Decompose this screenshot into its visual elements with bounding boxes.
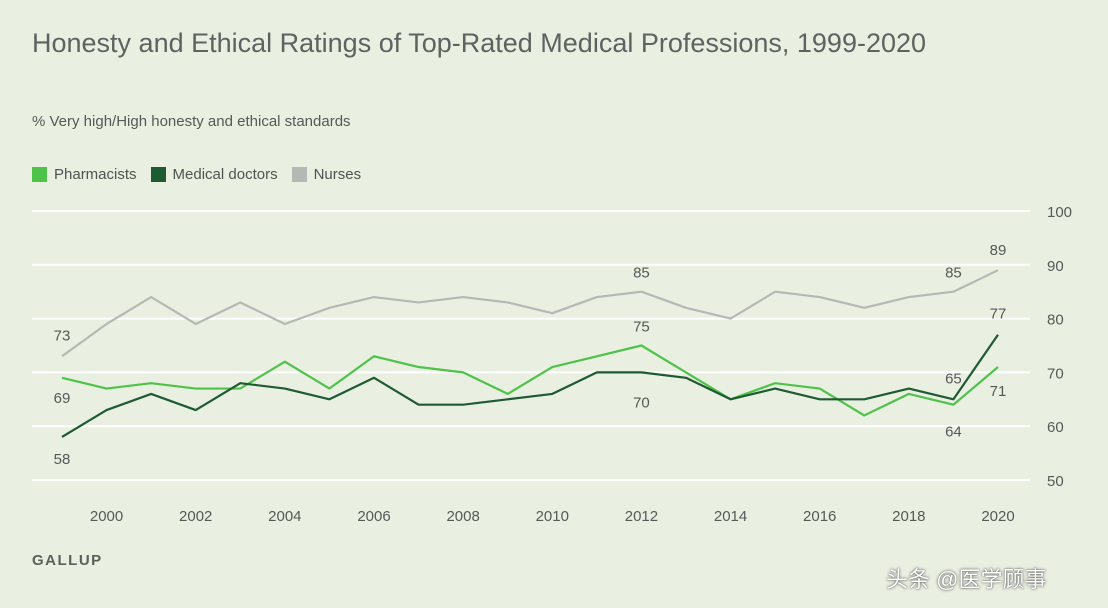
x-axis-ticks: 2000 2002 2004 2006 2008 2010 2012 2014 2016 2018… — [90, 508, 1015, 525]
data-label: 89 — [990, 242, 1007, 259]
data-label: 77 — [990, 306, 1007, 323]
y-tick-label: 50 — [1047, 473, 1064, 490]
data-label: 71 — [990, 383, 1007, 400]
y-tick-label: 100 — [1047, 204, 1072, 221]
data-label: 58 — [54, 451, 71, 468]
legend-item-pharmacists: Pharmacists — [32, 166, 137, 183]
data-label: 69 — [54, 390, 71, 407]
data-label: 70 — [633, 394, 650, 411]
legend-swatch-medical-doctors — [150, 167, 166, 182]
x-tick-label: 2014 — [714, 508, 747, 525]
data-label: 75 — [633, 319, 650, 336]
legend-label-pharmacists: Pharmacists — [54, 166, 137, 183]
data-label: 64 — [945, 424, 962, 441]
chart-title: Honesty and Ethical Ratings of Top-Rated… — [32, 28, 927, 58]
legend-swatch-pharmacists — [32, 167, 47, 182]
data-label: 65 — [945, 370, 962, 387]
source-label: GALLUP — [32, 552, 103, 569]
x-tick-label: 2012 — [625, 508, 658, 525]
y-axis-ticks: 50 60 70 80 90 100 — [1047, 204, 1072, 490]
data-label-layer: 73 69 58 85 75 70 85 65 64 89 77 71 — [54, 242, 1007, 468]
series-line-pharmacists — [61, 344, 999, 417]
series-line-medical-doctors — [61, 334, 999, 438]
legend-swatch-nurses — [291, 167, 307, 182]
data-label: 85 — [945, 265, 962, 282]
y-tick-label: 60 — [1047, 419, 1064, 436]
data-label: 85 — [633, 265, 650, 282]
x-tick-label: 2020 — [981, 508, 1014, 525]
data-label: 73 — [54, 327, 71, 344]
legend-label-nurses: Nurses — [313, 166, 362, 183]
legend-label-medical-doctors: Medical doctors — [172, 166, 278, 183]
legend-item-nurses: Nurses — [291, 166, 362, 183]
series-layer — [61, 269, 999, 438]
legend-item-medical-doctors: Medical doctors — [150, 166, 278, 183]
x-tick-label: 2004 — [268, 508, 301, 525]
x-tick-label: 2000 — [90, 508, 123, 525]
x-tick-label: 2002 — [179, 508, 212, 525]
grid-layer — [32, 210, 1030, 481]
x-tick-label: 2008 — [446, 508, 479, 525]
y-tick-label: 90 — [1047, 258, 1064, 275]
chart-subtitle: % Very high/High honesty and ethical sta… — [32, 113, 351, 130]
x-tick-label: 2006 — [357, 508, 390, 525]
x-tick-label: 2010 — [536, 508, 569, 525]
watermark: 头条 @医学顾事 — [886, 567, 1047, 592]
y-tick-label: 80 — [1047, 312, 1064, 329]
legend: Pharmacists Medical doctors Nurses — [32, 166, 361, 183]
y-tick-label: 70 — [1047, 365, 1064, 382]
x-tick-label: 2018 — [892, 508, 925, 525]
x-tick-label: 2016 — [803, 508, 836, 525]
series-line-nurses — [61, 269, 999, 358]
